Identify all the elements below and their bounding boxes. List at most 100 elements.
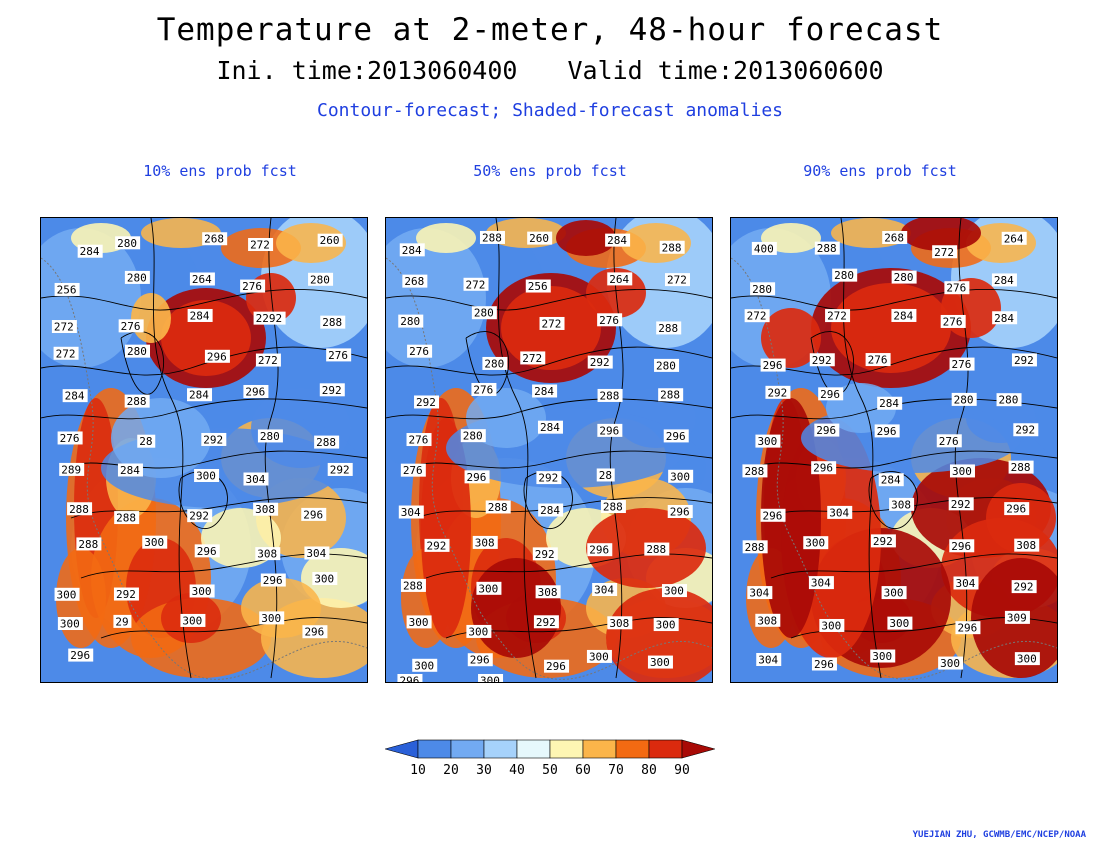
contour-label: 304 <box>747 586 773 600</box>
colorbar-box <box>450 739 485 759</box>
contour-label: 260 <box>527 231 553 245</box>
contour-label: 272 <box>53 346 79 360</box>
colorbar-box <box>582 739 617 759</box>
panel-title-10: 10% ens prob fcst <box>143 162 297 180</box>
isotherm-contour <box>150 218 192 679</box>
svg-text:264: 264 <box>192 273 212 286</box>
contour-label: 296 <box>811 657 837 671</box>
contour-label: 300 <box>180 613 206 627</box>
contour-label: 280 <box>471 306 497 320</box>
isotherm-contour <box>810 331 855 395</box>
svg-text:304: 304 <box>829 506 849 519</box>
contour-label: 300 <box>142 535 168 549</box>
contour-label: 292 <box>533 615 559 629</box>
svg-text:288: 288 <box>69 503 89 516</box>
anomaly-region <box>131 293 171 343</box>
svg-text:284: 284 <box>540 421 560 434</box>
contour-label: 280 <box>124 270 150 284</box>
coastline <box>41 257 367 680</box>
svg-text:292: 292 <box>536 616 556 629</box>
svg-text:292: 292 <box>116 588 136 601</box>
contour-label: 284 <box>605 233 631 247</box>
contour-label: 300 <box>194 468 220 482</box>
contour-label: 280 <box>125 344 151 358</box>
isotherm-contour <box>495 218 537 679</box>
svg-text:288: 288 <box>817 242 837 255</box>
contour-label: 280 <box>257 429 283 443</box>
svg-text:300: 300 <box>478 582 498 595</box>
svg-text:272: 272 <box>466 278 486 291</box>
svg-text:276: 276 <box>328 349 348 362</box>
svg-text:29: 29 <box>115 615 128 628</box>
contour-label: 268 <box>882 230 908 244</box>
svg-text:264: 264 <box>1004 232 1024 245</box>
contour-label: 292 <box>319 383 345 397</box>
contour-label: 288 <box>658 388 684 402</box>
svg-text:300: 300 <box>884 587 904 600</box>
svg-text:280: 280 <box>400 315 420 328</box>
contour-label: 300 <box>647 655 673 669</box>
svg-text:300: 300 <box>414 659 434 672</box>
contour-label: 300 <box>478 674 504 683</box>
svg-text:280: 280 <box>954 393 974 406</box>
contour-label: 256 <box>54 282 80 296</box>
anomaly-region <box>466 388 546 448</box>
svg-text:300: 300 <box>144 536 164 549</box>
contour-label: 300 <box>938 656 964 670</box>
svg-text:296: 296 <box>816 424 836 437</box>
contour-label: 280 <box>482 356 508 370</box>
anomaly-region <box>761 308 821 368</box>
contour-label: 296 <box>68 648 94 662</box>
svg-text:288: 288 <box>488 501 508 514</box>
svg-text:280: 280 <box>127 345 147 358</box>
svg-text:292: 292 <box>535 548 555 561</box>
anomaly-region <box>826 383 896 433</box>
contour-label: 296 <box>955 621 981 635</box>
contour-label: 280 <box>996 393 1022 407</box>
anomaly-region <box>416 223 476 253</box>
contour-label: 300 <box>755 434 781 448</box>
contour-label: 272 <box>520 351 546 365</box>
contour-label: 304 <box>243 472 269 486</box>
time-line: Ini. time:2013060400 Valid time:201306060… <box>0 56 1100 85</box>
anomaly-region <box>471 558 561 658</box>
svg-text:296: 296 <box>470 654 490 667</box>
contour-label: 276 <box>936 434 962 448</box>
contour-label: 304 <box>756 652 782 666</box>
contour-label: 280 <box>654 358 680 372</box>
svg-text:296: 296 <box>263 574 283 587</box>
isotherm-contour <box>609 218 624 679</box>
contour-label: 288 <box>742 540 768 554</box>
svg-text:284: 284 <box>994 312 1014 325</box>
svg-text:272: 272 <box>667 274 687 287</box>
svg-text:300: 300 <box>57 588 77 601</box>
svg-text:272: 272 <box>54 321 74 334</box>
svg-text:304: 304 <box>811 577 831 590</box>
colorbar-box <box>648 739 683 759</box>
colorbar-tick-label: 60 <box>575 763 591 778</box>
svg-text:264: 264 <box>609 273 629 286</box>
svg-text:300: 300 <box>480 675 500 683</box>
svg-text:292: 292 <box>322 384 342 397</box>
anomaly-region <box>111 398 211 478</box>
svg-text:296: 296 <box>599 424 619 437</box>
contour-label: 308 <box>535 585 561 599</box>
svg-text:260: 260 <box>320 234 340 247</box>
svg-text:308: 308 <box>538 586 558 599</box>
coastline <box>386 257 712 680</box>
svg-text:276: 276 <box>473 383 493 396</box>
svg-text:288: 288 <box>600 389 620 402</box>
colorbar-high-arrow <box>681 739 717 759</box>
contour-label: 300 <box>586 649 612 663</box>
contour-label: 264 <box>1001 231 1027 245</box>
svg-text:288: 288 <box>744 465 764 478</box>
colorbar-tick-label: 20 <box>443 763 459 778</box>
svg-text:296: 296 <box>813 462 833 475</box>
svg-text:280: 280 <box>484 357 504 370</box>
colorbar-tick-label: 80 <box>641 763 657 778</box>
svg-text:292: 292 <box>416 396 436 409</box>
isotherm-contour <box>386 346 712 376</box>
contour-label: 280 <box>891 270 917 284</box>
contour-label: 284 <box>992 311 1018 325</box>
contour-label: 28 <box>596 468 615 482</box>
